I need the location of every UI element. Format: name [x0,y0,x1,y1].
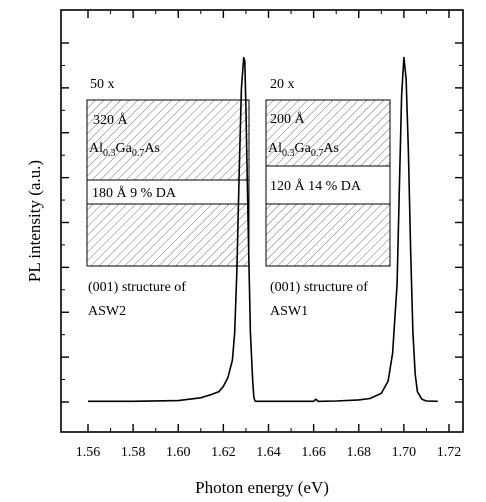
inset-asw2-well-label: 180 Å 9 % DA [92,185,177,201]
x-axis-ticks [87,10,450,432]
x-tick-label: 1.72 [437,445,462,460]
x-axis-tick-labels: 1.56 1.58 1.60 1.62 1.64 1.66 1.68 1.70 1.72 [76,445,462,460]
x-tick-label: 1.62 [211,445,236,460]
inset-asw1-well-label: 120 Å 14 % DA [270,178,362,194]
x-tick-label: 1.70 [392,445,417,460]
inset-asw1-substrate-layer [265,203,391,267]
inset-asw2-structure-line2: ASW2 [88,304,126,319]
inset-asw1-barrier-thickness: 200 Å [270,111,306,127]
plot-frame [60,9,464,433]
x-tick-label: 1.68 [347,445,372,460]
inset-asw2-multiplier: 50 x [90,77,115,92]
y-axis-label: PL intensity (a.u.) [25,160,44,282]
inset-asw1: 20 x 200 Å Al0.3Ga0.7As 120 Å 14 % DA (0… [265,77,391,319]
x-tick-label: 1.66 [301,445,326,460]
x-tick-label: 1.64 [256,445,281,460]
x-tick-label: 1.56 [76,445,101,460]
x-axis-label: Photon energy (eV) [195,478,329,497]
inset-asw2-barrier-material: Al0.3Ga0.7As [89,141,160,159]
inset-asw1-multiplier: 20 x [270,77,295,92]
x-tick-label: 1.60 [166,445,191,460]
x-tick-label: 1.58 [121,445,146,460]
series-line-2 [255,56,438,403]
inset-asw2-barrier-thickness: 320 Å [93,112,129,128]
inset-asw2-structure-line1: (001) structure of [88,280,186,295]
inset-asw1-structure-line1: (001) structure of [270,280,368,295]
inset-asw2-substrate-layer [86,203,250,267]
series-layer [88,56,438,403]
inset-asw1-barrier-material: Al0.3Ga0.7As [268,141,339,159]
y-axis-ticks [61,42,463,403]
series-line-1 [88,56,256,403]
inset-asw1-structure-line2: ASW1 [270,304,308,319]
inset-asw2-barrier-layer [86,99,250,181]
inset-asw2: 50 x 320 Å Al0.3Ga0.7As 180 Å 9 % DA (00… [86,77,250,319]
